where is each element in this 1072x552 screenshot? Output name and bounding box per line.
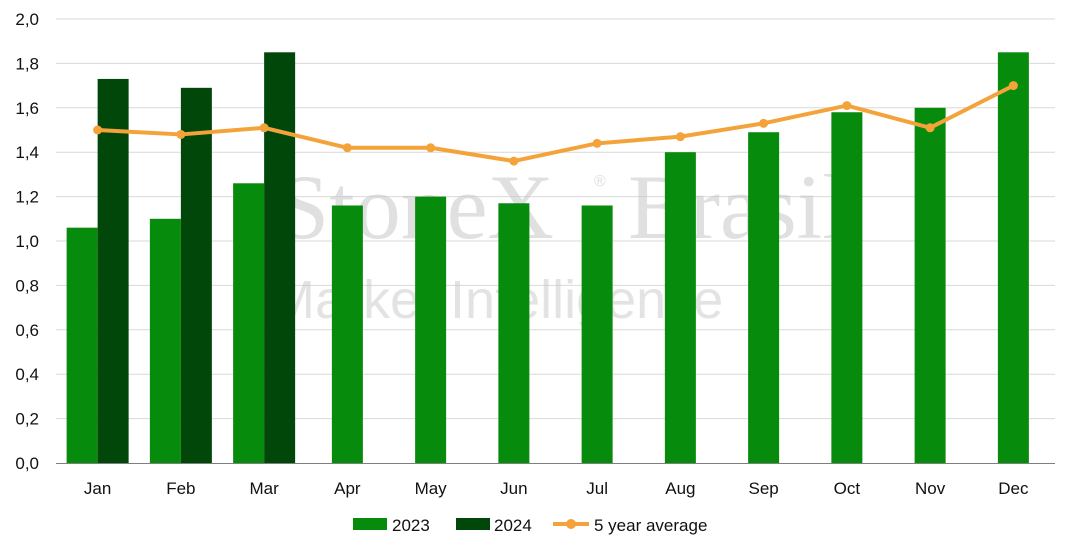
avg-point-jun [509,156,519,166]
y-tick-label: 0,2 [15,410,39,429]
bar-2024-mar [264,52,296,464]
y-tick-label: 0,0 [15,454,39,473]
x-tick-label-may: May [415,479,448,498]
y-tick-label: 1,0 [15,232,39,251]
bar-2023-dec [997,52,1029,464]
y-tick-label: 2,0 [15,10,39,29]
bar-2024-feb [180,87,212,463]
avg-point-jan [93,125,103,135]
bar-2023-apr [331,205,363,464]
legend-label-5yr-avg: 5 year average [594,516,707,535]
bar-2023-sep [748,132,780,463]
avg-point-jul [592,138,602,148]
legend-label-2023: 2023 [392,516,430,535]
avg-point-may [426,143,436,153]
avg-point-sep [759,118,769,128]
y-axis-ticks: 0,0 0,2 0,4 0,6 0,8 1,0 1,2 1,4 1,6 1,8 2,0 [15,10,39,473]
avg-point-dec [1008,81,1018,91]
x-tick-label-sep: Sep [749,479,779,498]
avg-point-oct [842,101,852,111]
bar-2023-aug [664,152,696,463]
avg-point-apr [342,143,352,153]
y-tick-label: 1,6 [15,99,39,118]
line-series [93,81,1018,166]
x-tick-label-jan: Jan [84,479,111,498]
bar-series [66,52,1029,464]
x-tick-label-dec: Dec [998,479,1029,498]
gridlines [56,18,1055,420]
avg-point-mar [259,123,269,133]
y-tick-label: 1,8 [15,54,39,73]
y-tick-label: 1,2 [15,188,39,207]
bar-2023-nov [914,107,946,464]
bar-2023-mar [233,183,265,463]
bar-2023-feb [149,218,181,463]
avg-line [97,83,1015,164]
x-axis-ticks: Jan Feb Mar Apr May Jun Jul Aug Sep Oct Nov Dec [84,479,1029,498]
legend: 2023 2024 5 year average [353,516,707,535]
y-tick-label: 0,4 [15,365,39,384]
bar-2023-jun [498,203,530,463]
x-tick-label-aug: Aug [665,479,695,498]
x-tick-label-nov: Nov [915,479,946,498]
watermark-registered-mark: ® [594,173,606,190]
y-tick-label: 0,8 [15,276,39,295]
bar-2023-jan [66,227,98,463]
y-tick-label: 0,6 [15,321,39,340]
x-tick-label-oct: Oct [834,479,861,498]
x-tick-label-apr: Apr [334,479,361,498]
avg-point-aug [675,132,685,142]
watermark-brand-suffix: Brasil [628,156,848,258]
bar-2023-jul [581,205,613,464]
x-tick-label-jul: Jul [586,479,608,498]
bar-2023-may [415,196,447,463]
bar-2023-oct [831,112,863,464]
avg-point-feb [176,129,186,139]
legend-swatch-2023 [353,518,387,530]
bar-2024-jan [97,78,129,463]
y-tick-label: 1,4 [15,143,39,162]
x-tick-label-feb: Feb [166,479,195,498]
legend-marker-5yr-avg [566,519,576,529]
legend-label-2024: 2024 [494,516,532,535]
avg-point-nov [925,123,935,133]
legend-swatch-2024 [456,518,490,530]
x-tick-label-mar: Mar [249,479,279,498]
x-tick-label-jun: Jun [500,479,527,498]
